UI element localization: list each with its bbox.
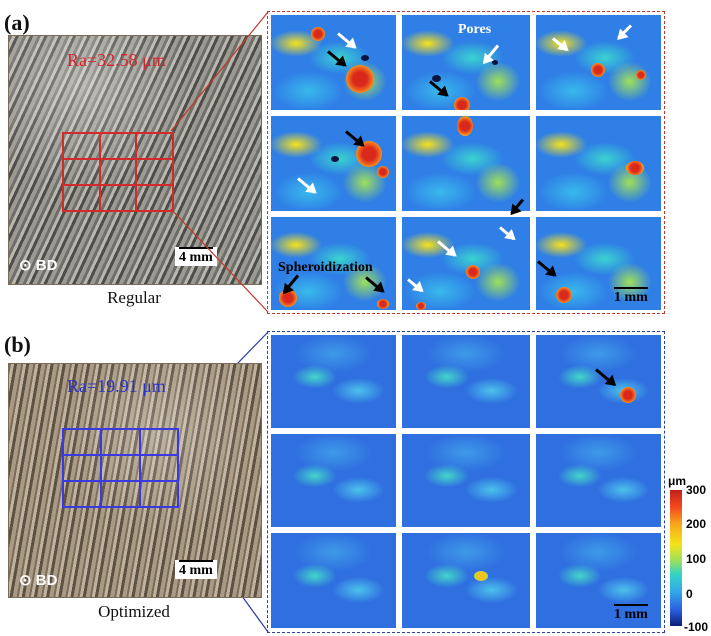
height-map-tile [402, 15, 530, 110]
height-map-tile [271, 217, 396, 310]
height-map-tile [271, 335, 396, 428]
regular-height-map-grid: Pores Spheroidization 1 mm [267, 11, 665, 314]
height-map-tile [271, 116, 396, 211]
height-map-tile [536, 434, 661, 527]
colorbar-tick: 300 [686, 483, 707, 497]
optimized-sample-photo: Ra=19.91 μm ⊙ BD 4 mm [8, 363, 262, 598]
scan-grid [62, 132, 174, 212]
roughness-value: Ra=32.58 μm [67, 50, 166, 70]
colorbar-tick: 0 [686, 587, 693, 601]
zoom-scale-bar: 1 mm [610, 287, 652, 306]
scale-bar: 4 mm [175, 560, 217, 579]
height-map-tile [402, 533, 530, 628]
height-map-tile [536, 15, 661, 110]
height-map-tile [536, 335, 661, 428]
panel-a-label: (a) [4, 10, 30, 35]
height-map-tile [536, 533, 661, 628]
spheroidization-annotation: Spheroidization [278, 260, 373, 275]
height-map-tile [536, 116, 661, 211]
height-map-tile [536, 217, 661, 310]
height-map-tile [402, 116, 530, 211]
optimized-height-map-grid: 1 mm [267, 331, 665, 633]
colorbar-tick: -100 [684, 620, 709, 634]
height-map-tile [271, 533, 396, 628]
zoom-scale-bar: 1 mm [610, 604, 652, 623]
height-map-tile [271, 15, 396, 110]
colorbar-tick: 200 [686, 517, 707, 531]
build-direction-label: ⊙ BD [19, 572, 58, 589]
scan-grid [62, 428, 179, 508]
scale-bar: 4 mm [175, 247, 217, 266]
height-map-tile [271, 434, 396, 527]
height-map-tile [402, 434, 530, 527]
roughness-value: Ra=19.91 μm [67, 376, 166, 396]
regular-sample-photo: Ra=32.58 μm ⊙ BD 4 mm [8, 35, 262, 285]
panel-a-caption: Regular [107, 288, 161, 307]
colorbar-unit: μm [668, 474, 687, 488]
panel-b-caption: Optimized [98, 602, 170, 621]
height-map-tile [402, 217, 530, 310]
pores-annotation: Pores [458, 22, 492, 37]
colorbar-tick: 100 [686, 552, 707, 566]
panel-b-label: (b) [4, 332, 31, 357]
height-map-tile [402, 335, 530, 428]
colorbar [670, 490, 682, 626]
build-direction-label: ⊙ BD [19, 257, 58, 274]
